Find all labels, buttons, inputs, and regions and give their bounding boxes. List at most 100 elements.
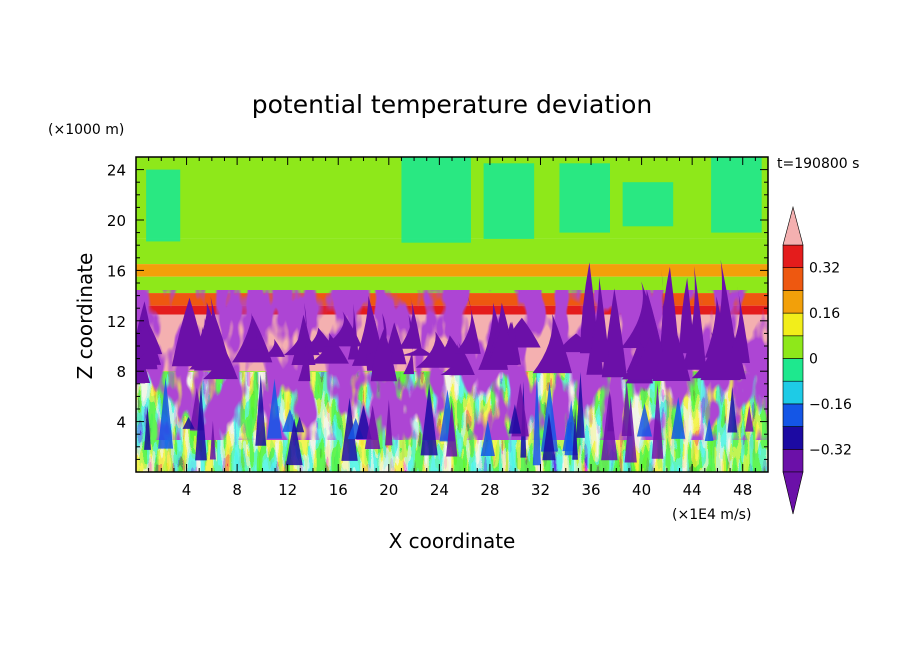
colorbar-swatch <box>782 426 804 450</box>
plume <box>681 266 707 370</box>
low-plume <box>542 413 556 461</box>
colorbar-label: −0.32 <box>809 442 852 458</box>
x-tick-label: 8 <box>232 481 242 499</box>
plume <box>487 320 519 366</box>
y-tick-label: 4 <box>116 414 126 432</box>
plume <box>588 277 610 363</box>
low-plume <box>285 418 303 466</box>
plume <box>291 314 316 366</box>
y-axis-ticks: 4 8 12 16 20 24 <box>107 156 768 460</box>
low-plume <box>532 371 541 466</box>
low-plume <box>508 404 522 434</box>
low-plume <box>294 416 305 433</box>
plot-area <box>136 157 768 472</box>
plume <box>244 312 259 350</box>
low-plume <box>671 396 686 439</box>
colorbar-label: −0.16 <box>809 397 852 413</box>
low-plume <box>158 377 174 449</box>
x-tick-label: 16 <box>329 481 348 499</box>
plume <box>323 311 362 347</box>
low-plume <box>420 383 438 456</box>
low-plume <box>572 408 578 460</box>
y-tick-label: 24 <box>107 162 126 180</box>
low-plume <box>341 397 358 461</box>
low-plume <box>209 420 216 460</box>
x-tick-label: 32 <box>531 481 550 499</box>
low-plume <box>704 417 714 442</box>
field-band-2 <box>136 264 768 277</box>
x-tick-label: 40 <box>632 481 651 499</box>
field-band-3 <box>136 276 768 294</box>
upper-patch-1 <box>483 163 535 239</box>
upper-patch-3 <box>622 182 674 227</box>
colorbar-under-triangle <box>782 471 804 515</box>
upper-patch-2 <box>559 163 610 233</box>
low-plume <box>624 397 637 463</box>
plume <box>136 326 162 365</box>
x-axis-unit: (×1E4 m/s) <box>672 507 751 523</box>
plume <box>634 304 667 368</box>
upper-patch-4 <box>711 157 762 233</box>
y-tick-label: 16 <box>107 262 126 280</box>
colorbar-swatch <box>782 267 804 291</box>
x-tick-label: 28 <box>480 481 499 499</box>
plume <box>195 296 226 369</box>
y-tick-label: 8 <box>116 363 126 381</box>
colorbar-swatch <box>782 290 804 314</box>
y-axis-unit: (×1000 m) <box>48 122 124 138</box>
colorbar-swatch <box>782 380 804 405</box>
low-plume <box>727 386 738 433</box>
low-plume <box>636 403 652 437</box>
colorbar-swatch <box>782 358 804 382</box>
x-tick-label: 36 <box>581 481 600 499</box>
plume <box>370 328 398 382</box>
plume <box>591 337 624 355</box>
plume <box>415 331 456 368</box>
low-plume <box>182 417 195 429</box>
low-plume <box>385 399 393 446</box>
chart-title: potential temperature deviation <box>252 90 652 119</box>
low-plume <box>651 383 664 459</box>
plume <box>652 317 691 382</box>
low-plume <box>267 378 282 439</box>
colorbar-over-triangle <box>782 205 804 246</box>
x-tick-label: 48 <box>733 481 752 499</box>
convective-plumes <box>136 259 754 466</box>
plume <box>702 315 740 371</box>
x-tick-label: 20 <box>379 481 398 499</box>
time-label: t=190800 s <box>777 156 859 172</box>
plume <box>263 338 285 357</box>
low-plume <box>576 371 585 438</box>
colorbar-label: 0 <box>809 352 818 368</box>
colorbar-label: 0.16 <box>809 306 840 322</box>
plume <box>136 320 146 384</box>
x-axis-label: X coordinate <box>389 529 516 553</box>
plume <box>454 296 481 354</box>
low-plume <box>446 401 458 457</box>
left-upper-patch <box>146 169 181 242</box>
colorbar: 0.32 0.16 0 −0.16 −0.32 <box>782 205 852 515</box>
plume <box>298 302 311 382</box>
low-plume <box>255 374 267 446</box>
colorbar-swatch <box>782 244 804 269</box>
upper-patch-0 <box>401 157 471 243</box>
colorbar-swatch <box>782 403 804 427</box>
low-plume <box>744 405 754 432</box>
y-tick-label: 12 <box>107 313 126 331</box>
y-tick-label: 20 <box>107 212 126 230</box>
x-tick-label: 44 <box>683 481 702 499</box>
field-band-1 <box>136 238 768 265</box>
x-tick-label: 4 <box>182 481 192 499</box>
plume <box>399 345 433 356</box>
plume <box>440 340 475 376</box>
plume <box>532 313 573 374</box>
x-axis-ticks: 4 8 12 16 20 24 28 32 36 40 44 48 <box>148 157 769 499</box>
low-plume <box>355 405 372 439</box>
y-axis-label: Z coordinate <box>73 253 97 380</box>
plume <box>398 295 422 349</box>
plume <box>557 333 595 353</box>
low-plume <box>144 405 152 450</box>
low-plume <box>601 390 618 461</box>
colorbar-swatch <box>782 335 804 359</box>
